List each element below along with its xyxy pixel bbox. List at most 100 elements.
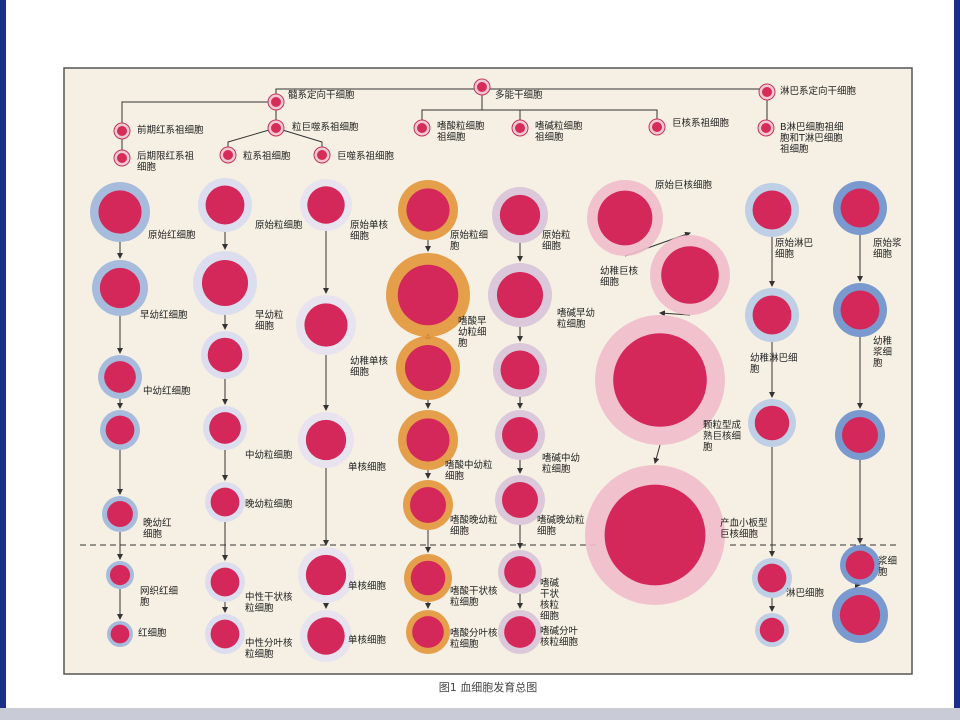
cell-label: 颗粒型成熟巨核细胞 bbox=[703, 420, 742, 453]
cell bbox=[761, 123, 771, 133]
cell bbox=[410, 487, 446, 523]
cell bbox=[210, 619, 240, 649]
cell-label: 嗜酸早幼粒细胞 bbox=[458, 316, 487, 349]
cell-label: 嗜碱晚幼粒细胞 bbox=[537, 515, 585, 537]
cell-label: 原始巨核细胞 bbox=[655, 180, 713, 191]
cell bbox=[117, 153, 127, 163]
cell-label: 嗜碱早幼粒细胞 bbox=[557, 308, 596, 330]
cell-label: 幼稚单核细胞 bbox=[350, 356, 389, 378]
cell bbox=[661, 246, 719, 304]
cell bbox=[307, 186, 345, 224]
cell-label: 嗜碱分叶核粒细胞 bbox=[540, 626, 579, 648]
cell-label: 晚幼红细胞 bbox=[143, 518, 172, 540]
cell bbox=[406, 418, 450, 462]
cell bbox=[502, 482, 538, 518]
cell bbox=[840, 188, 880, 228]
cell-label: 多能干细胞 bbox=[495, 90, 543, 101]
cell-label: 粒巨噬系祖细胞 bbox=[292, 122, 359, 133]
cell-label: 单核细胞 bbox=[348, 462, 387, 473]
cell bbox=[840, 290, 880, 330]
cell-label: 原始粒细胞 bbox=[542, 230, 571, 252]
cell bbox=[839, 594, 881, 636]
cell bbox=[110, 624, 130, 644]
cell bbox=[117, 126, 127, 136]
cell bbox=[317, 150, 327, 160]
cell-label: 嗜酸晚幼粒细胞 bbox=[450, 515, 498, 537]
cell bbox=[613, 333, 707, 427]
cell bbox=[201, 259, 249, 307]
cell-label: 粒系祖细胞 bbox=[243, 151, 291, 162]
cell-label: 原始淋巴细胞 bbox=[775, 238, 814, 260]
bottom-bar bbox=[0, 708, 960, 720]
cell-label: 网织红细胞 bbox=[140, 586, 179, 608]
cell bbox=[652, 122, 662, 132]
cell-label: 幼稚巨核细胞 bbox=[600, 266, 639, 288]
cell bbox=[502, 417, 538, 453]
cell-label: 巨噬系祖细胞 bbox=[337, 151, 395, 162]
cell-label: 嗜酸中幼粒细胞 bbox=[445, 460, 493, 482]
cell-label: 淋巴系定向干细胞 bbox=[780, 86, 857, 97]
cell-label: 中性干状核粒细胞 bbox=[245, 592, 293, 614]
cell-label: 幼稚淋巴细胞 bbox=[750, 353, 798, 375]
cell-label: 单核细胞 bbox=[348, 581, 387, 592]
cell bbox=[397, 264, 459, 326]
cell bbox=[752, 190, 792, 230]
cell bbox=[205, 185, 245, 225]
cell bbox=[271, 123, 281, 133]
cell-label: 嗜碱粒细胞祖细胞 bbox=[535, 121, 583, 143]
right-border bbox=[954, 0, 960, 720]
cell-label: 红细胞 bbox=[138, 628, 167, 639]
cell bbox=[410, 560, 446, 596]
cell-label: 嗜酸干状核粒细胞 bbox=[450, 586, 498, 608]
cell bbox=[223, 150, 233, 160]
cell-label: 单核细胞 bbox=[348, 635, 387, 646]
cell bbox=[754, 405, 790, 441]
cell bbox=[99, 267, 141, 309]
cell-label: 浆细胞 bbox=[878, 556, 898, 578]
cell-label: 髓系定向干细胞 bbox=[288, 90, 355, 101]
cell bbox=[759, 617, 785, 643]
cell bbox=[496, 271, 544, 319]
cell bbox=[305, 419, 347, 461]
cell bbox=[104, 361, 136, 393]
cell bbox=[757, 563, 787, 593]
cell-label: 原始粒细胞 bbox=[255, 220, 303, 231]
cell bbox=[105, 415, 135, 445]
cell-label: 晚幼粒细胞 bbox=[245, 499, 293, 510]
cell-label: 巨核系祖细胞 bbox=[672, 118, 730, 129]
cell bbox=[845, 550, 875, 580]
cell-label: 中幼粒细胞 bbox=[245, 450, 293, 461]
cell bbox=[515, 123, 525, 133]
cell bbox=[417, 123, 427, 133]
cell-label: 嗜酸粒细胞祖细胞 bbox=[437, 121, 485, 143]
cell bbox=[109, 564, 131, 586]
cell bbox=[404, 344, 452, 392]
cell-label: 早幼红细胞 bbox=[140, 310, 188, 321]
cell bbox=[477, 82, 487, 92]
left-border bbox=[0, 0, 6, 720]
cell bbox=[209, 412, 241, 444]
cells bbox=[90, 78, 888, 662]
cell-label: 原始浆细胞 bbox=[873, 238, 902, 260]
cell-label: 嗜碱中幼粒细胞 bbox=[542, 453, 581, 475]
cell-label: 中性分叶核粒细胞 bbox=[245, 638, 293, 660]
cell-label: 原始红细胞 bbox=[148, 230, 196, 241]
cell-label: 嗜酸分叶核粒细胞 bbox=[450, 628, 498, 650]
cell bbox=[305, 554, 347, 596]
cell bbox=[504, 556, 536, 588]
cell-label: 原始粒细胞 bbox=[450, 230, 489, 252]
cell-label: 淋巴细胞 bbox=[786, 588, 825, 599]
cell bbox=[406, 188, 450, 232]
cell bbox=[762, 87, 772, 97]
cell bbox=[210, 567, 240, 597]
cell bbox=[504, 616, 536, 648]
cell-label: 幼稚浆细胞 bbox=[873, 336, 893, 369]
cell-label: 中幼红细胞 bbox=[143, 386, 191, 397]
cell-label: 原始单核细胞 bbox=[350, 220, 389, 242]
arrow bbox=[653, 444, 661, 464]
cell-label: 后期限红系祖细胞 bbox=[137, 151, 195, 173]
cell bbox=[500, 350, 540, 390]
cell bbox=[499, 194, 541, 236]
cell-label: 嗜碱干状核粒细胞 bbox=[540, 578, 560, 622]
